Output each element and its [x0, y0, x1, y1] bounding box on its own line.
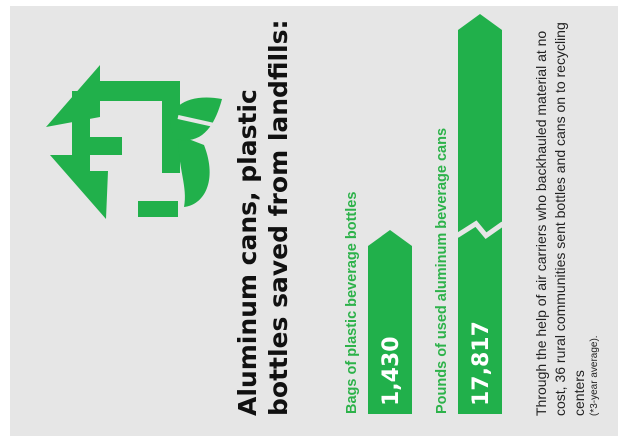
footnote-note: (*3-year average). — [589, 335, 600, 416]
bar-0 — [368, 230, 412, 414]
axis-break-mark — [455, 220, 505, 240]
recycle-leaf-icon — [46, 65, 222, 219]
rotated-content: Aluminum cans, plastic bottles saved fro… — [10, 6, 618, 436]
bar-1 — [458, 14, 502, 414]
footnote: Through the help of air carriers who bac… — [532, 6, 601, 416]
infographic-panel: Aluminum cans, plastic bottles saved fro… — [10, 6, 618, 436]
bar-chart: 1,430 17,817 — [368, 14, 505, 414]
bar-value-label-0: 1,430 — [379, 336, 404, 406]
footnote-text: Through the help of air carriers who bac… — [533, 22, 587, 416]
bar-value-label-1: 17,817 — [469, 321, 494, 406]
